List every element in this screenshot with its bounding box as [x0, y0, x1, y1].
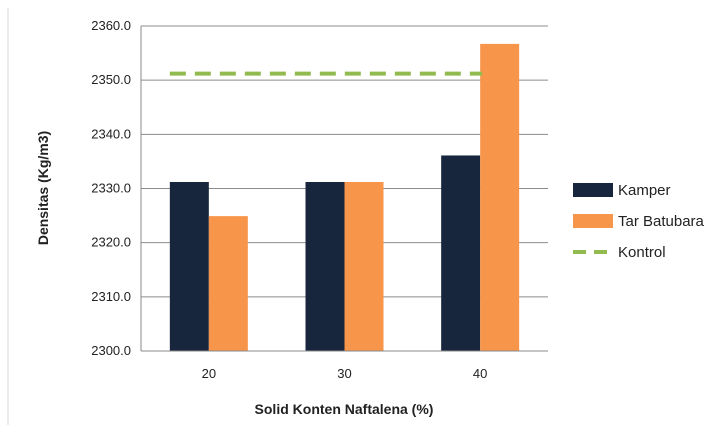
legend-swatch — [573, 183, 613, 197]
legend-swatch — [573, 214, 613, 228]
x-tick-labels: 20 30 40 — [202, 366, 488, 381]
y-tick-label: 2310.0 — [91, 289, 131, 304]
x-axis-title: Solid Konten Naftalena (%) — [255, 401, 434, 417]
y-tick-label: 2320.0 — [91, 235, 131, 250]
bar-kamper-20 — [169, 182, 209, 351]
y-tick-label: 2340.0 — [91, 126, 131, 141]
y-axis-title: Densitas (Kg/m3) — [35, 131, 51, 245]
y-tick-labels: 2300.0 2310.0 2320.0 2330.0 2340.0 2350.0 2360… — [91, 18, 131, 358]
bars — [169, 43, 520, 351]
legend-label: Kamper — [618, 182, 671, 199]
x-tick-label: 40 — [473, 366, 487, 381]
bar-tar-batubara-20 — [208, 216, 248, 351]
bar-tar-batubara-40 — [480, 43, 520, 351]
legend-label: Kontrol — [618, 244, 666, 261]
y-tick-label: 2360.0 — [91, 18, 131, 33]
bar-kamper-40 — [441, 155, 481, 351]
y-tick-label: 2300.0 — [91, 343, 131, 358]
y-tick-label: 2330.0 — [91, 181, 131, 196]
legend: Kamper Tar Batubara Kontrol — [573, 182, 705, 261]
bar-tar-batubara-30 — [344, 182, 384, 351]
x-tick-label: 30 — [337, 366, 351, 381]
legend-label: Tar Batubara — [618, 213, 705, 230]
x-tick-label: 20 — [202, 366, 216, 381]
bar-kamper-30 — [305, 182, 345, 351]
y-tick-label: 2350.0 — [91, 72, 131, 87]
